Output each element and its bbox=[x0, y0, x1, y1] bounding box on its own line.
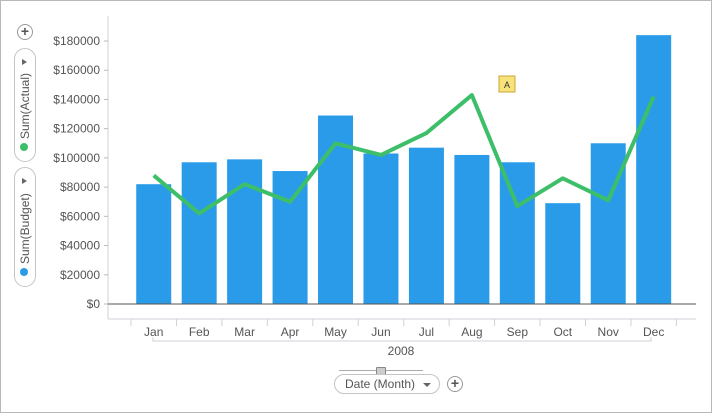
x-tick-label: Mar bbox=[234, 325, 255, 339]
y-tick-label: $140000 bbox=[53, 92, 100, 106]
legend-item-actual[interactable]: Sum(Actual) bbox=[14, 48, 36, 162]
svg-text:A: A bbox=[504, 80, 510, 90]
annotation-icon[interactable]: A bbox=[498, 75, 516, 93]
x-tick-label: Oct bbox=[553, 325, 572, 339]
x-tick-label: Sep bbox=[507, 325, 529, 339]
bar-jan bbox=[136, 184, 172, 304]
bar-sep bbox=[499, 162, 535, 304]
bar-feb bbox=[181, 162, 217, 304]
dropdown-arrow-icon[interactable] bbox=[22, 178, 27, 184]
y-tick-label: $60000 bbox=[60, 209, 100, 223]
chevron-down-icon bbox=[423, 383, 431, 387]
bar-aug bbox=[454, 154, 490, 304]
bar-jun bbox=[363, 153, 399, 304]
y-tick-label: $180000 bbox=[53, 34, 100, 48]
x-axis-selector[interactable]: Date (Month) bbox=[334, 374, 440, 394]
add-legend-plus-icon[interactable]: + bbox=[17, 24, 33, 40]
y-tick-label: $0 bbox=[87, 297, 101, 311]
x-tick-label: Jul bbox=[419, 325, 434, 339]
bar-dec bbox=[636, 35, 672, 305]
y-tick-label: $100000 bbox=[53, 151, 100, 165]
x-tick-label: Dec bbox=[643, 325, 664, 339]
x-tick-label: Nov bbox=[598, 325, 619, 339]
x-tick-label: Feb bbox=[189, 325, 210, 339]
legend-color-dot bbox=[20, 268, 28, 276]
bar-oct bbox=[545, 203, 581, 304]
x-tick-label: May bbox=[324, 325, 347, 339]
dropdown-arrow-icon[interactable] bbox=[22, 59, 27, 65]
line-series-actual bbox=[152, 93, 656, 216]
x-tick-label: Aug bbox=[461, 325, 482, 339]
y-tick-label: $160000 bbox=[53, 63, 100, 77]
bar-jul bbox=[408, 147, 444, 304]
x-group-bracket bbox=[152, 337, 652, 342]
legend-color-dot bbox=[20, 143, 28, 151]
bar-mar bbox=[227, 159, 263, 304]
x-axis-selector-label: Date (Month) bbox=[345, 377, 416, 391]
x-tick-label: Jan bbox=[144, 325, 163, 339]
bar-apr bbox=[272, 171, 308, 304]
y-tick-label: $20000 bbox=[60, 268, 100, 282]
x-group-label: 2008 bbox=[388, 344, 415, 358]
y-tick-label: $120000 bbox=[53, 122, 100, 136]
add-axis-plus-icon[interactable]: + bbox=[447, 376, 463, 392]
y-tick-label: $40000 bbox=[60, 239, 100, 253]
x-tick-label: Jun bbox=[371, 325, 390, 339]
legend-item-budget[interactable]: Sum(Budget) bbox=[14, 167, 36, 287]
x-tick-label: Apr bbox=[281, 325, 300, 339]
y-tick-label: $80000 bbox=[60, 180, 100, 194]
